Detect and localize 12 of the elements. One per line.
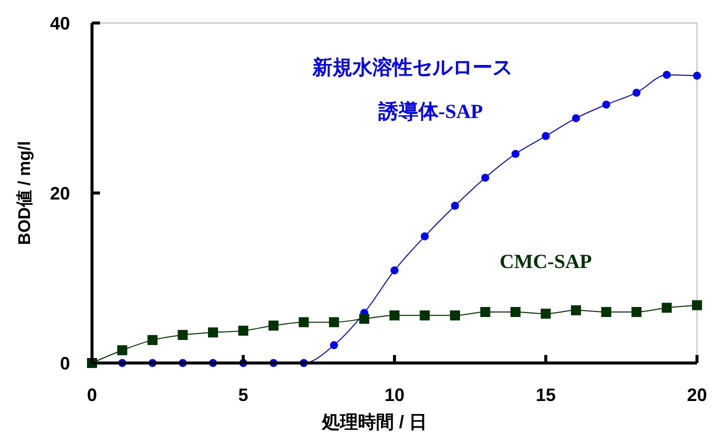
y-tick-label: 20 xyxy=(50,183,70,204)
x-tick-label: 0 xyxy=(86,385,98,405)
x-tick-label: 15 xyxy=(536,385,556,405)
y-tick-label: 40 xyxy=(50,13,70,34)
series-label: 新規水溶性セルロース誘導体-SAP xyxy=(312,56,513,123)
y-tick-label: 0 xyxy=(60,353,70,374)
x-axis-title: 処理時間 / 日 xyxy=(320,412,428,432)
x-tick-label: 20 xyxy=(686,385,708,405)
y-axis-title: BOD値 / mg/l xyxy=(15,141,34,245)
x-tick-label: 5 xyxy=(238,385,248,405)
series-label: CMC-SAP xyxy=(500,250,592,273)
x-tick-label: 10 xyxy=(384,385,405,405)
